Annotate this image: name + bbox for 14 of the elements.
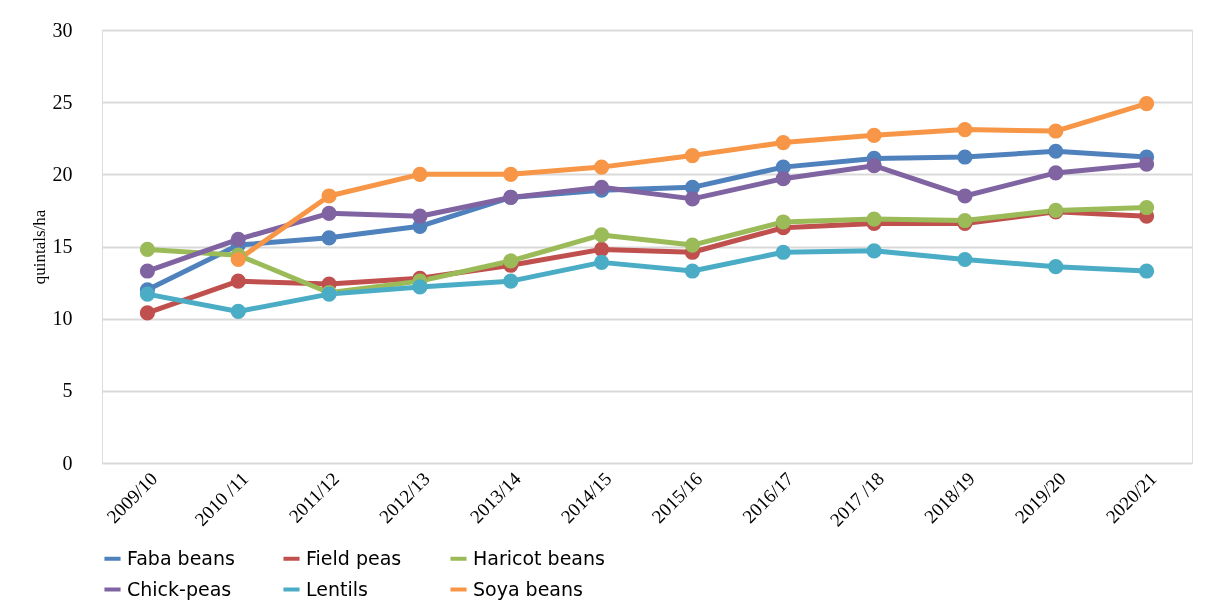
legend-label: Faba beans [127, 546, 235, 569]
legend-label: Soya beans [473, 577, 583, 600]
y-axis-title: quintals/ha [29, 209, 49, 285]
y-tick-label: 30 [52, 18, 73, 41]
y-tick-label: 10 [52, 307, 73, 330]
y-tick-label: 5 [62, 379, 73, 402]
y-tick-label: 20 [52, 162, 73, 185]
legend-label: Chick-peas [127, 577, 232, 600]
y-tick-label: 25 [52, 90, 73, 113]
legend-label: Field peas [306, 546, 402, 569]
legend-label: Lentils [306, 577, 368, 600]
y-tick-label: 15 [52, 235, 73, 257]
legend-label: Haricot beans [473, 546, 605, 569]
y-tick-label: 0 [62, 451, 73, 474]
